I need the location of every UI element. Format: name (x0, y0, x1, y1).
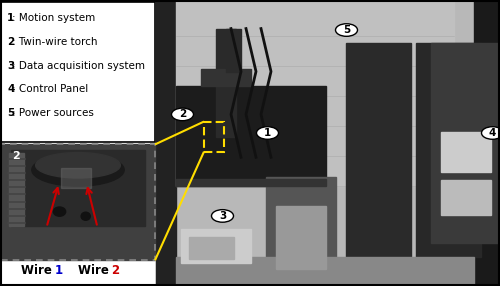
Bar (181, 229, 251, 263)
Text: : Power sources: : Power sources (12, 108, 94, 118)
Text: : Data acquisition system: : Data acquisition system (12, 61, 145, 71)
Bar (176, 179, 326, 186)
Bar (1, 144, 155, 260)
Bar (474, 0, 498, 286)
Circle shape (256, 127, 278, 139)
Text: 3: 3 (7, 61, 14, 71)
Bar (188, 237, 234, 259)
Bar (8, 153, 24, 226)
Bar (441, 132, 491, 172)
Text: 4: 4 (489, 128, 496, 138)
Bar (416, 43, 481, 257)
Text: 1: 1 (7, 13, 14, 23)
Bar (441, 180, 491, 214)
Bar (431, 43, 500, 243)
Circle shape (336, 24, 357, 36)
Bar (1, 2, 155, 142)
Circle shape (212, 210, 234, 222)
Text: 2: 2 (179, 110, 186, 119)
Circle shape (482, 127, 500, 139)
Text: 2: 2 (7, 37, 14, 47)
Text: 5: 5 (343, 25, 350, 35)
Bar (1, 144, 155, 260)
Bar (176, 257, 474, 286)
Bar (11, 150, 145, 226)
Bar (61, 168, 91, 188)
Text: 2: 2 (12, 151, 20, 161)
Ellipse shape (54, 207, 66, 216)
Text: : Twin-wire torch: : Twin-wire torch (12, 37, 98, 47)
Text: Wire: Wire (21, 264, 56, 277)
Circle shape (172, 108, 194, 121)
Text: : Motion system: : Motion system (12, 13, 95, 23)
Text: 4: 4 (7, 84, 14, 94)
Bar (176, 0, 454, 186)
Bar (276, 206, 326, 269)
Bar (216, 29, 236, 137)
Bar (156, 0, 498, 286)
Ellipse shape (36, 152, 120, 178)
Text: 5: 5 (7, 108, 14, 118)
Ellipse shape (81, 212, 90, 220)
Text: 1: 1 (55, 264, 63, 277)
Bar (346, 43, 411, 257)
Bar (204, 122, 224, 152)
Bar (266, 177, 336, 286)
Text: 1: 1 (264, 128, 271, 138)
Bar (156, 0, 176, 286)
Bar (226, 29, 241, 72)
Text: 2: 2 (112, 264, 120, 277)
Text: : Control Panel: : Control Panel (12, 84, 88, 94)
Text: 3: 3 (219, 211, 226, 221)
Ellipse shape (32, 154, 124, 186)
Text: Wire: Wire (78, 264, 112, 277)
Bar (201, 69, 251, 86)
Bar (176, 86, 326, 186)
